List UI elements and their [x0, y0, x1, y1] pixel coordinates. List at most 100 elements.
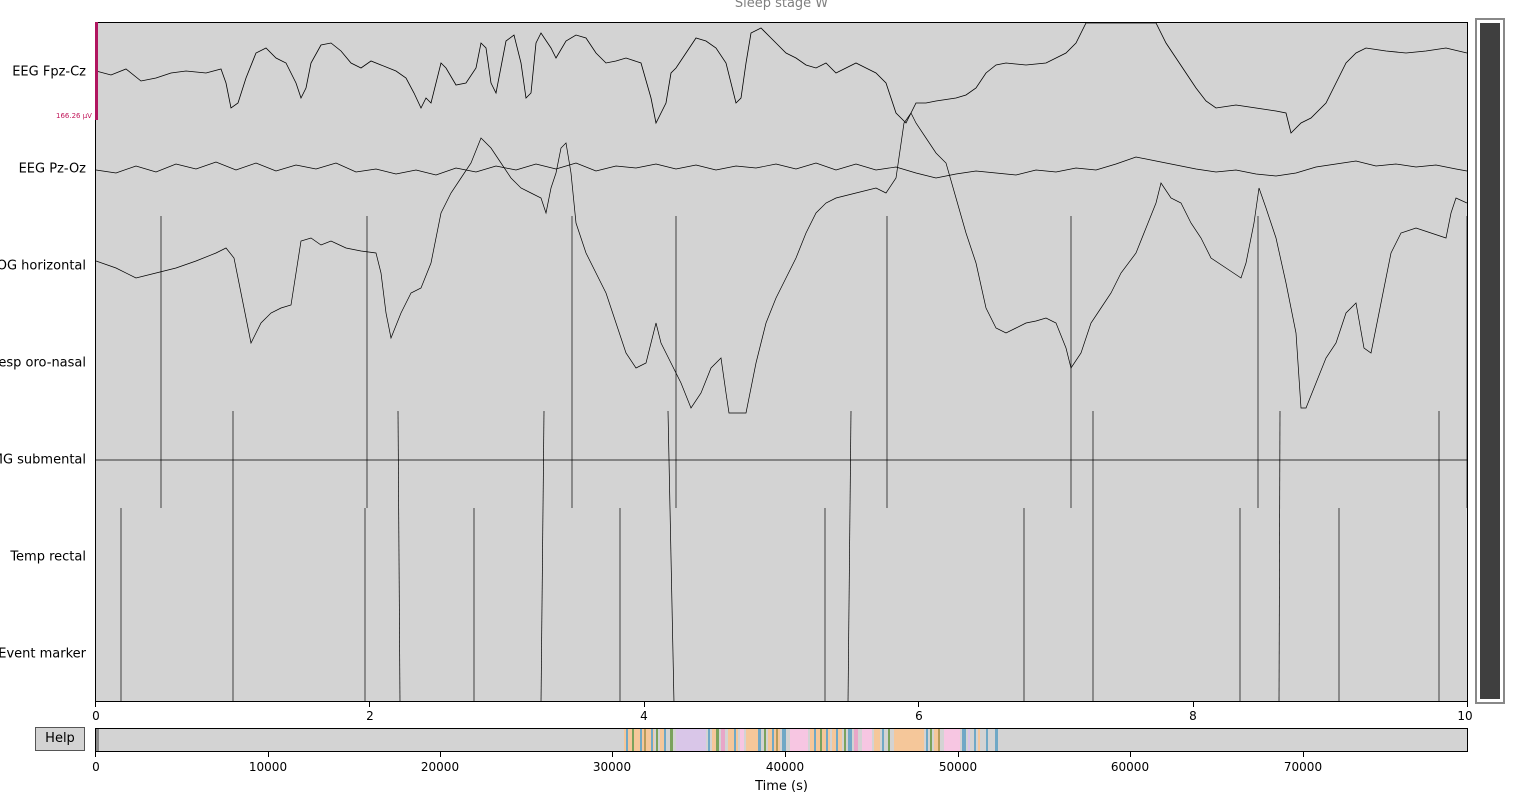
stage-segment [758, 729, 761, 751]
help-button[interactable]: Help [35, 727, 85, 751]
overview-tick-label: 70000 [1283, 760, 1323, 774]
stage-segment [632, 729, 634, 751]
channel-label-eog-horizontal: EOG horizontal [0, 258, 86, 274]
stage-segment [712, 729, 718, 751]
overview-tick-mark [612, 752, 613, 757]
overview-tick-mark [1303, 752, 1304, 757]
x-tick-label: 8 [1189, 709, 1197, 723]
overview-tick-label: 50000 [938, 760, 978, 774]
stage-segment [986, 729, 988, 751]
stage-segment [934, 729, 940, 751]
stage-segment [926, 729, 928, 751]
stage-segment [848, 729, 852, 751]
stage-segment [96, 729, 99, 751]
channel-label-emg-submental: EMG submental [0, 452, 86, 468]
stage-segment [874, 729, 880, 751]
spike [540, 410, 545, 701]
overview-tick-label: 30000 [592, 760, 632, 774]
stage-segment [995, 729, 998, 751]
stage-segment [938, 729, 940, 751]
stage-segment [721, 729, 725, 751]
channel-label-eeg-pz-oz: EEG Pz-Oz [18, 161, 86, 177]
stage-segment [644, 729, 646, 751]
stage-segment [978, 729, 980, 751]
scale-label: 166.26 µV [56, 112, 92, 120]
stage-segment [782, 729, 786, 751]
spike [847, 410, 852, 701]
signal-plot-area[interactable] [95, 22, 1468, 702]
channel-label-resp-oro-nasal: Resp oro-nasal [0, 355, 86, 371]
overview-x-axis-label: Time (s) [755, 779, 808, 794]
stage-segment [944, 729, 960, 751]
stage-segment [820, 729, 822, 751]
overview-tick-mark [440, 752, 441, 757]
spike [397, 410, 401, 701]
channel-scrollbar[interactable] [1475, 18, 1505, 704]
overview-bar[interactable] [95, 728, 1468, 752]
stage-segment [814, 729, 816, 751]
x-tick-mark [1467, 702, 1468, 707]
overview-tick-mark [785, 752, 786, 757]
channel-label-eeg-fpz-cz: EEG Fpz-Cz [12, 64, 86, 80]
overview-tick-label: 10000 [248, 760, 288, 774]
stage-segment [776, 729, 778, 751]
overview-tick-label: 40000 [765, 760, 805, 774]
x-tick-label: 2 [366, 709, 374, 723]
stage-segment [740, 729, 744, 751]
overview-tick-mark [1130, 752, 1131, 757]
spike [667, 410, 675, 701]
stage-segment [854, 729, 858, 751]
overview-tick-mark [958, 752, 959, 757]
stage-segment [930, 729, 932, 751]
stage-segment [676, 729, 706, 751]
overview-tick-label: 60000 [1110, 760, 1150, 774]
stage-segment [626, 729, 628, 751]
stage-segment [772, 729, 774, 751]
overview-tick-mark [95, 752, 96, 757]
channel-label-event-marker: Event marker [0, 646, 86, 662]
x-tick-label: 4 [640, 709, 648, 723]
stage-segment [894, 729, 924, 751]
plot-title: Sleep stage W [734, 0, 829, 11]
stage-segment [664, 729, 666, 751]
stage-segment [968, 729, 970, 751]
x-tick-label: 10 [1457, 709, 1473, 723]
signal-traces [96, 23, 1467, 701]
x-tick-mark [369, 702, 370, 707]
stage-segment [640, 729, 642, 751]
event-spikes [120, 216, 1467, 701]
stage-segment [826, 729, 828, 751]
stage-segment [974, 729, 976, 751]
scale-bar [95, 22, 98, 120]
overview-tick-label: 20000 [420, 760, 460, 774]
trace-eeg-fpz-cz [96, 23, 1467, 134]
overview-tick-mark [268, 752, 269, 757]
channel-label-temp-rectal: Temp rectal [10, 549, 86, 565]
stage-segment [656, 729, 658, 751]
stage-segment [660, 729, 666, 751]
stage-segment [728, 729, 738, 751]
stage-segment [651, 729, 653, 751]
stage-segment [862, 729, 872, 751]
stage-segment [790, 729, 808, 751]
x-tick-mark [1193, 702, 1194, 707]
channel-scrollbar-thumb[interactable] [1480, 23, 1500, 699]
stage-segment [638, 729, 648, 751]
stage-segment [888, 729, 890, 751]
stage-segment [670, 729, 673, 751]
stage-segment [708, 729, 710, 751]
stage-segment [882, 729, 884, 751]
stage-segment [746, 729, 760, 751]
sleep-stage-annotations [96, 729, 998, 751]
x-tick-mark [644, 702, 645, 707]
stage-segment [844, 729, 846, 751]
stage-segment [734, 729, 736, 751]
spike [1278, 410, 1281, 701]
overview-tick-label: 0 [92, 760, 100, 774]
x-tick-label: 6 [915, 709, 923, 723]
x-tick-label: 0 [92, 709, 100, 723]
stage-segment [716, 729, 719, 751]
stage-segment [764, 729, 766, 751]
stage-segment [962, 729, 966, 751]
stage-segment [836, 729, 838, 751]
